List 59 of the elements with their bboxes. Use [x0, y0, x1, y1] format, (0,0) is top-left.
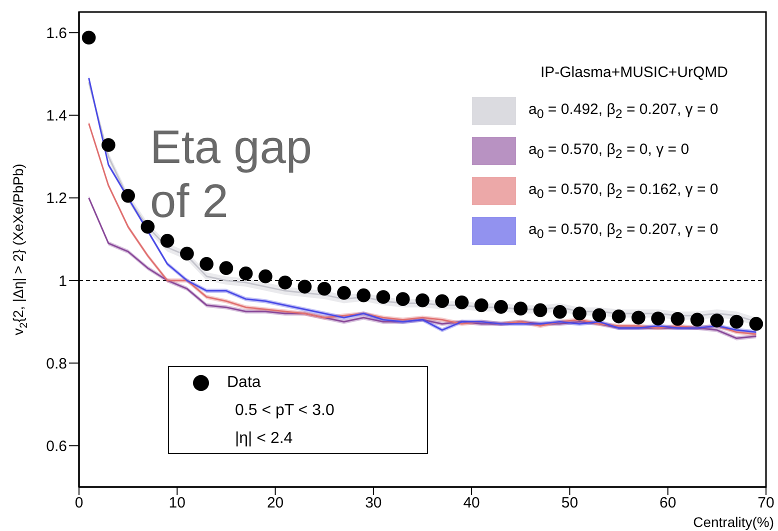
x-axis-title: Centrality(%) [693, 514, 774, 530]
x-tick-label: 50 [561, 494, 578, 512]
legend-label: a$_{0}$ = 0.570, β$_{2}$ = 0.207, γ = 0 [528, 221, 718, 241]
point [200, 257, 214, 271]
point [219, 261, 234, 275]
point [454, 295, 469, 310]
y-tick-label: 0.6 [46, 438, 67, 456]
point [749, 316, 764, 331]
point [612, 310, 626, 324]
point [121, 188, 135, 203]
point [82, 30, 96, 45]
point [592, 308, 606, 322]
y-tick-label: 1.6 [46, 24, 67, 42]
point [416, 293, 430, 308]
legend-label: a$_{0}$ = 0.570, β$_{2}$ = 0, γ = 0 [528, 141, 690, 161]
legend-label: Data [227, 374, 261, 392]
point [396, 292, 410, 306]
point [278, 276, 292, 290]
y-tick-label: 1 [58, 272, 67, 290]
x-tick-label: 40 [463, 494, 480, 512]
x-tick-label: 20 [266, 494, 284, 512]
x-tick-label: 60 [660, 494, 676, 512]
point [238, 266, 253, 280]
point [474, 298, 488, 312]
legend-title: IP-Glasma+MUSIC+UrQMD [540, 64, 728, 81]
point [710, 314, 724, 328]
point [258, 269, 272, 284]
point [572, 306, 586, 320]
point [514, 302, 528, 316]
point [670, 312, 685, 326]
point [180, 246, 194, 261]
legend-label: a$_{0}$ = 0.570, β$_{2}$ = 0.162, γ = 0 [528, 181, 718, 201]
annotation: Eta gap of 2 [150, 120, 314, 228]
x-tick-label: 10 [168, 494, 186, 512]
point [730, 314, 744, 329]
point [690, 312, 704, 327]
point [651, 312, 665, 326]
point [298, 280, 312, 294]
point [140, 220, 155, 234]
x-tick-label: 70 [758, 494, 774, 512]
y-tick-label: 0.8 [46, 355, 67, 372]
x-tick-label: 0 [74, 494, 84, 512]
point [552, 304, 567, 319]
annotation: |η| < 2.4 [235, 429, 294, 449]
legend-label: a$_{0}$ = 0.492, β$_{2}$ = 0.207, γ = 0 [528, 101, 718, 121]
annotation: 0.5 < pT < 3.0 [235, 401, 336, 421]
point [533, 303, 548, 318]
y-tick-label: 1.4 [46, 108, 67, 125]
x-tick-label: 30 [365, 494, 382, 512]
point [435, 294, 450, 308]
point [632, 310, 646, 325]
point [317, 282, 332, 296]
point [337, 286, 351, 300]
point [356, 288, 371, 302]
point [494, 300, 508, 314]
point [102, 138, 116, 152]
y-tick-label: 1.2 [46, 190, 67, 208]
point [160, 234, 174, 248]
point [376, 290, 390, 304]
